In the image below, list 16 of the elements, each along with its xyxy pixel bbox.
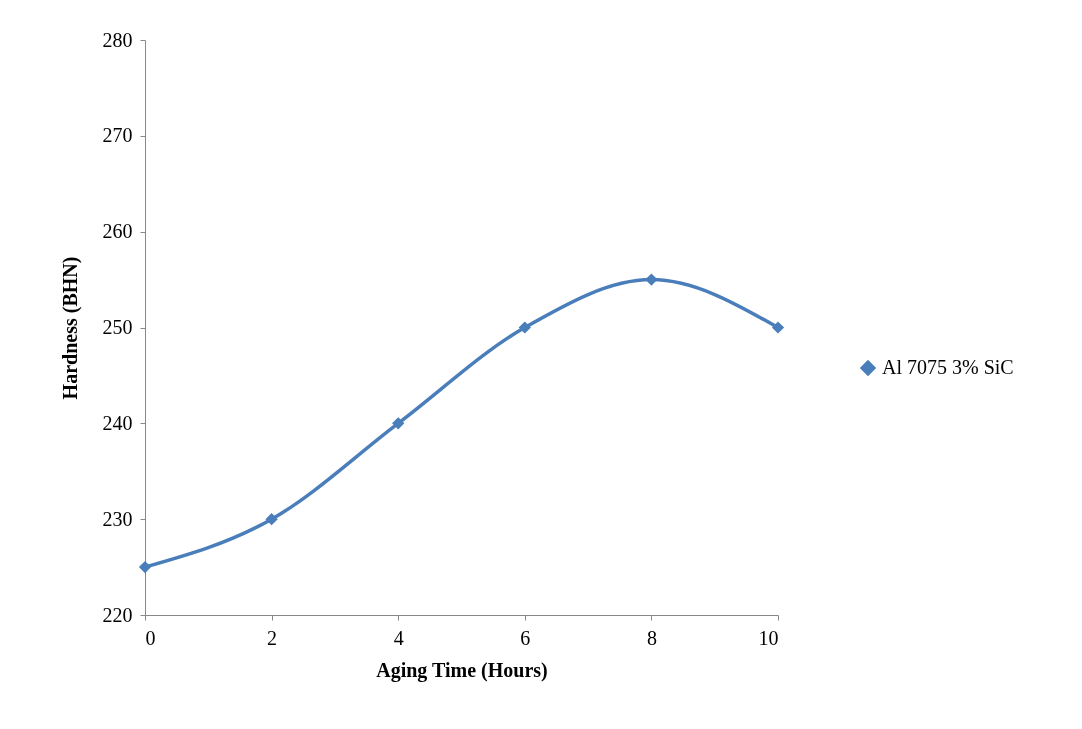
y-axis-title: Hardness (BHN) — [58, 256, 82, 400]
x-tick-label: 4 — [393, 626, 404, 649]
x-tick-label: 10 — [758, 626, 779, 649]
y-tick-label: 230 — [102, 507, 133, 530]
y-tick-label: 240 — [102, 411, 133, 434]
x-tick-label: 2 — [267, 626, 278, 649]
y-tick-label: 260 — [102, 220, 133, 243]
x-tick-label: 6 — [520, 626, 531, 649]
y-tick-label: 280 — [102, 28, 133, 51]
y-tick-label: 270 — [102, 124, 133, 147]
y-tick-label: 250 — [102, 316, 133, 338]
legend-label: Al 7075 3% SiC — [882, 356, 1014, 378]
x-tick-label: 0 — [145, 626, 156, 649]
x-axis-title: Aging Time (Hours) — [376, 658, 548, 682]
y-tick-label: 220 — [102, 603, 133, 626]
x-tick-label: 8 — [646, 626, 657, 649]
